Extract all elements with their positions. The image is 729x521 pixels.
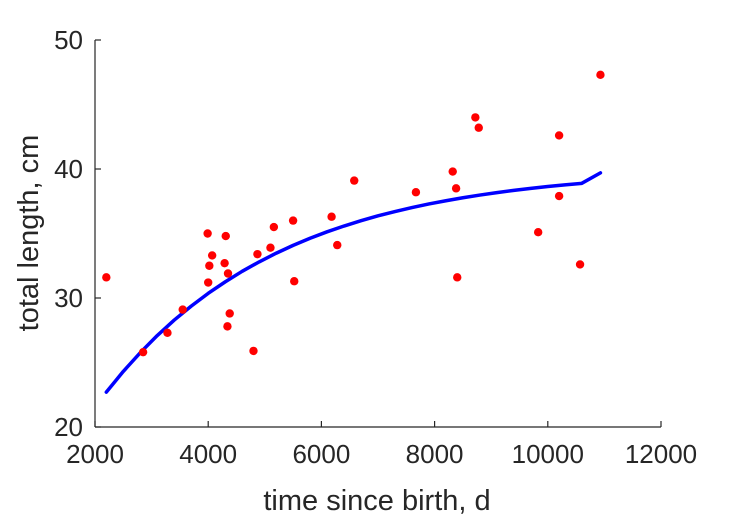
x-tick-label: 10000 — [512, 439, 584, 469]
data-point — [102, 273, 111, 282]
data-point — [269, 222, 279, 232]
x-tick-label: 8000 — [406, 439, 464, 469]
y-tick-label: 20 — [54, 412, 83, 442]
data-point — [253, 249, 262, 259]
y-tick-label: 30 — [54, 283, 83, 313]
y-tick-label: 50 — [54, 25, 83, 55]
data-point — [290, 277, 299, 286]
x-tick-label: 12000 — [625, 439, 697, 469]
data-point — [554, 131, 564, 140]
data-point — [205, 261, 214, 270]
data-point — [178, 305, 187, 314]
data-point — [223, 269, 233, 278]
data-point — [327, 212, 336, 221]
data-point — [249, 346, 258, 356]
data-point — [207, 251, 217, 260]
data-point — [266, 243, 275, 252]
x-tick-label: 6000 — [292, 439, 350, 469]
data-point — [225, 309, 234, 318]
y-axis-label: total length, cm — [13, 135, 45, 332]
data-point — [533, 228, 543, 237]
y-tick-label: 40 — [54, 154, 83, 184]
data-point — [471, 113, 480, 122]
fit-curve — [104, 171, 603, 394]
data-point — [575, 260, 585, 269]
x-tick-label: 4000 — [179, 439, 237, 469]
data-point — [474, 123, 483, 132]
data-points-layer — [102, 70, 605, 357]
data-point — [223, 322, 232, 331]
x-axis-label: time since birth, d — [263, 485, 490, 517]
data-point — [203, 229, 212, 238]
data-point — [221, 231, 230, 241]
fit-curve-layer — [104, 171, 603, 394]
data-point — [453, 273, 462, 282]
data-point — [204, 278, 213, 287]
data-point — [163, 328, 172, 338]
data-point — [451, 184, 461, 193]
axes: 2000 4000 6000 8000 10000 12000 20 30 40 50 — [54, 25, 697, 469]
data-point — [448, 167, 457, 176]
x-tick-label: 2000 — [66, 439, 124, 469]
data-point — [220, 258, 229, 268]
data-point — [288, 216, 298, 225]
data-point — [350, 176, 359, 185]
data-point — [138, 347, 148, 357]
data-point — [554, 191, 564, 201]
data-point — [411, 188, 421, 197]
data-point — [333, 240, 342, 250]
data-point — [596, 70, 605, 80]
